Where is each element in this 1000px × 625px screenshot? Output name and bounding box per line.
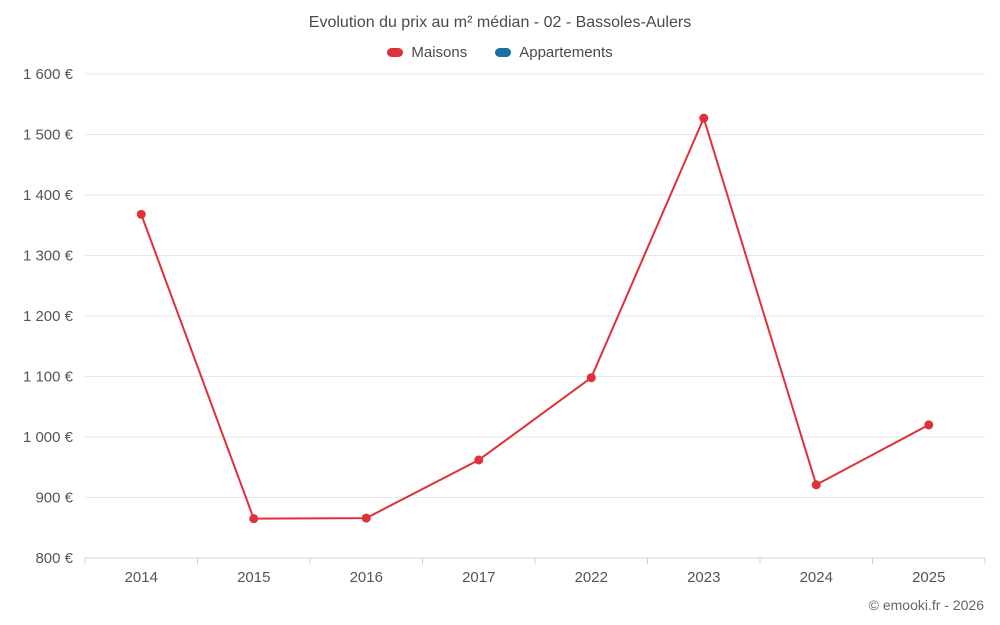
legend: Maisons Appartements: [0, 44, 1000, 61]
x-axis-tick-label: 2024: [800, 569, 833, 586]
y-axis-tick-label: 900 €: [35, 490, 73, 507]
y-axis-tick-label: 1 100 €: [23, 369, 74, 386]
legend-label-maisons: Maisons: [411, 44, 468, 61]
legend-item-appartements[interactable]: Appartements: [495, 44, 613, 61]
chart-title: Evolution du prix au m² médian - 02 - Ba…: [308, 14, 692, 31]
x-axis-tick-label: 2023: [687, 569, 720, 586]
y-axis-tick-label: 1 500 €: [23, 127, 74, 144]
appartements-swatch-icon: [495, 48, 512, 57]
maisons-swatch-icon: [387, 48, 404, 57]
data-point-marker[interactable]: [699, 113, 709, 123]
x-axis-tick-label: 2022: [575, 569, 608, 586]
series-line-maisons: [140, 117, 930, 520]
x-axis-tick-label: 2025: [912, 569, 945, 586]
data-point-marker[interactable]: [361, 513, 371, 523]
x-axis-tick-label: 2017: [462, 569, 495, 586]
y-axis-tick-label: 1 600 €: [23, 66, 74, 83]
legend-item-maisons[interactable]: Maisons: [387, 44, 467, 61]
data-point-marker[interactable]: [586, 373, 596, 383]
x-axis-tick-label: 2015: [237, 569, 270, 586]
y-axis-tick-label: 800 €: [35, 550, 73, 567]
y-axis-tick-label: 1 400 €: [23, 187, 74, 204]
data-point-marker[interactable]: [136, 209, 146, 219]
data-point-marker[interactable]: [474, 455, 484, 465]
x-axis-tick-label: 2016: [350, 569, 383, 586]
x-axis-tick-label: 2014: [125, 569, 158, 586]
data-point-marker[interactable]: [811, 480, 821, 490]
data-point-marker[interactable]: [924, 420, 934, 430]
copyright-text: © emooki.fr - 2026: [868, 597, 984, 613]
y-axis-tick-label: 1 000 €: [23, 429, 74, 446]
data-point-marker[interactable]: [249, 514, 259, 524]
y-axis-tick-label: 1 300 €: [23, 248, 74, 265]
y-axis-tick-label: 1 200 €: [23, 308, 74, 325]
legend-label-appartements: Appartements: [519, 44, 613, 61]
